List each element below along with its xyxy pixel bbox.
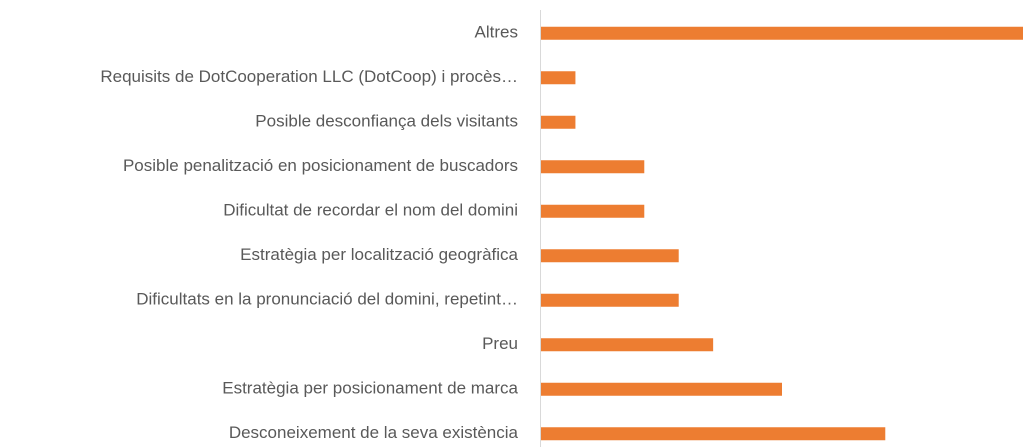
- bar: [541, 160, 645, 174]
- bar: [541, 382, 782, 396]
- y-tick-label: Estratègia per posicionament de marca: [222, 379, 518, 398]
- y-tick-label: Altres: [475, 23, 518, 42]
- y-tick-label: Preu: [482, 334, 518, 353]
- bar: [541, 204, 645, 218]
- bar: [541, 71, 576, 85]
- bar: [541, 338, 714, 352]
- y-tick-label: Dificultat de recordar el nom del domini: [223, 201, 518, 220]
- y-tick-label: Posible penalització en posicionament de…: [123, 156, 518, 175]
- bar: [541, 249, 679, 263]
- y-tick-label: Desconeixement de la seva existència: [229, 423, 519, 442]
- y-tick-label: Estratègia per localització geogràfica: [240, 245, 518, 264]
- bar: [541, 293, 679, 307]
- y-tick-label: Posible desconfiança dels visitants: [255, 112, 518, 131]
- bar: [541, 26, 1023, 40]
- bar: [541, 115, 576, 129]
- y-tick-label: Dificultats en la pronunciació del domin…: [136, 290, 518, 309]
- y-tick-label: Requisits de DotCooperation LLC (DotCoop…: [100, 67, 518, 86]
- bar: [541, 427, 886, 441]
